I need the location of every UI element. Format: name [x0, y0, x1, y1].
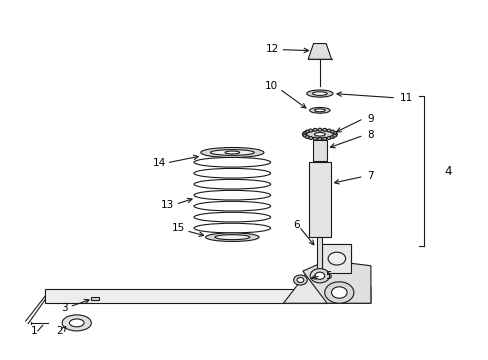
- Circle shape: [330, 136, 334, 139]
- Circle shape: [322, 137, 326, 140]
- Text: 7: 7: [366, 171, 373, 181]
- Text: 11: 11: [399, 93, 412, 103]
- Circle shape: [332, 134, 336, 137]
- Ellipse shape: [194, 168, 270, 178]
- Ellipse shape: [210, 150, 254, 156]
- Ellipse shape: [312, 92, 326, 95]
- Circle shape: [308, 129, 312, 132]
- Ellipse shape: [314, 132, 325, 136]
- Circle shape: [312, 137, 316, 140]
- Polygon shape: [302, 260, 370, 303]
- Ellipse shape: [62, 315, 91, 331]
- Ellipse shape: [306, 90, 332, 97]
- Ellipse shape: [69, 319, 84, 327]
- Circle shape: [308, 136, 312, 139]
- Text: 8: 8: [366, 130, 373, 140]
- Text: 4: 4: [444, 165, 451, 177]
- Circle shape: [303, 131, 306, 134]
- Text: 9: 9: [366, 113, 373, 123]
- Circle shape: [322, 129, 326, 131]
- Circle shape: [302, 133, 305, 136]
- Ellipse shape: [205, 233, 259, 242]
- Circle shape: [326, 129, 330, 132]
- Text: 1: 1: [30, 327, 37, 337]
- Ellipse shape: [314, 109, 325, 112]
- Ellipse shape: [309, 108, 329, 113]
- Text: 13: 13: [161, 200, 174, 210]
- Ellipse shape: [194, 223, 270, 233]
- Ellipse shape: [194, 157, 270, 167]
- Circle shape: [332, 131, 336, 134]
- Text: 6: 6: [292, 220, 299, 230]
- Ellipse shape: [214, 235, 249, 240]
- Circle shape: [326, 136, 330, 139]
- Circle shape: [330, 130, 334, 133]
- Circle shape: [331, 287, 346, 298]
- Bar: [45, 289, 326, 303]
- Text: 10: 10: [264, 81, 277, 91]
- Circle shape: [317, 138, 321, 140]
- Circle shape: [296, 278, 303, 283]
- Bar: [312, 140, 326, 161]
- Circle shape: [327, 252, 345, 265]
- Circle shape: [312, 129, 316, 131]
- Circle shape: [317, 128, 321, 131]
- Circle shape: [314, 272, 324, 279]
- Circle shape: [333, 133, 337, 136]
- Bar: [91, 297, 99, 300]
- Circle shape: [303, 134, 306, 137]
- Polygon shape: [307, 44, 331, 59]
- Bar: [317, 237, 322, 271]
- Ellipse shape: [305, 130, 333, 138]
- Ellipse shape: [194, 179, 270, 189]
- Text: 5: 5: [324, 271, 331, 282]
- Circle shape: [324, 282, 353, 303]
- Ellipse shape: [224, 151, 239, 154]
- Text: 14: 14: [152, 158, 165, 168]
- Polygon shape: [283, 260, 370, 303]
- Circle shape: [293, 275, 306, 285]
- Ellipse shape: [194, 212, 270, 222]
- Text: 3: 3: [61, 302, 67, 312]
- Circle shape: [305, 130, 308, 133]
- Ellipse shape: [201, 148, 264, 157]
- Circle shape: [305, 136, 308, 139]
- Text: 2: 2: [56, 327, 63, 337]
- Bar: [308, 162, 330, 237]
- Text: 12: 12: [265, 44, 279, 54]
- Circle shape: [309, 269, 329, 283]
- Text: 15: 15: [171, 223, 184, 233]
- Bar: [322, 244, 351, 273]
- Ellipse shape: [194, 201, 270, 211]
- Ellipse shape: [194, 190, 270, 200]
